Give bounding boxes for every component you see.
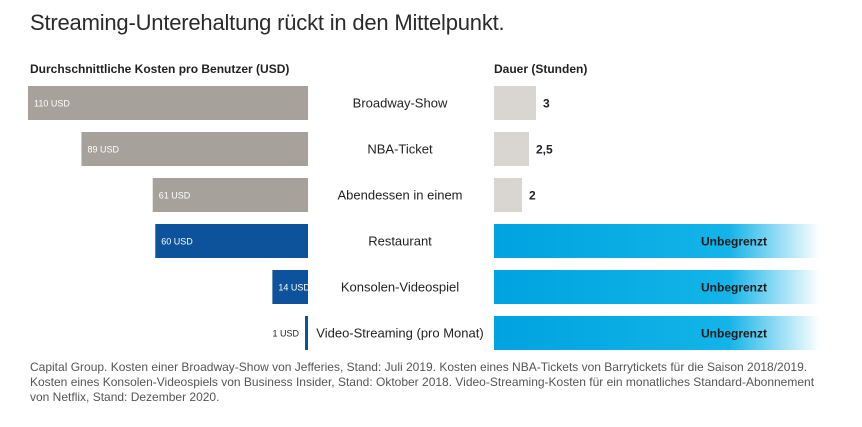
chart-title: Streaming-Unterehaltung rückt in den Mit…: [30, 10, 505, 35]
duration-bar-unlimited: [494, 224, 820, 258]
category-label: Abendessen in einem: [337, 188, 462, 203]
duration-bar-unlimited: [494, 270, 820, 304]
duration-value-label: 2: [529, 189, 536, 203]
bar-chart: 110 USD Broadway-Show 3 89 USD NBA-Ticket 2,5…: [28, 86, 820, 350]
cost-bar: [152, 178, 308, 212]
duration-bar: [494, 178, 522, 212]
duration-value-label: Unbegrenzt: [701, 281, 767, 295]
cost-column-header: Durchschnittliche Kosten pro Benutzer (U…: [30, 62, 290, 76]
duration-bar: [494, 86, 536, 120]
duration-value-label: 2,5: [536, 143, 553, 157]
cost-bar: [81, 132, 308, 166]
cost-value-label: 110 USD: [34, 99, 70, 109]
category-label: Restaurant: [368, 234, 432, 249]
category-label: Video-Streaming (pro Monat): [316, 326, 483, 341]
category-label: Konsolen-Videospiel: [341, 280, 459, 295]
category-label: NBA-Ticket: [367, 142, 433, 157]
cost-bar: [155, 224, 308, 258]
duration-value-label: Unbegrenzt: [701, 327, 767, 341]
category-label: Broadway-Show: [353, 96, 448, 111]
duration-value-label: 3: [543, 97, 550, 111]
source-note: Capital Group. Kosten einer Broadway-Sho…: [30, 360, 815, 404]
cost-value-label: 61 USD: [159, 191, 191, 201]
cost-value-label: 89 USD: [87, 145, 119, 155]
duration-column-header: Dauer (Stunden): [494, 62, 588, 76]
duration-value-label: Unbegrenzt: [701, 235, 767, 249]
cost-value-label: 60 USD: [161, 237, 193, 247]
cost-bar: [305, 316, 308, 350]
cost-bar: [28, 86, 308, 120]
duration-bar-unlimited: [494, 316, 820, 350]
duration-bar: [494, 132, 529, 166]
cost-value-label: 1 USD: [272, 329, 299, 339]
cost-bar: [272, 270, 308, 304]
cost-value-label: 14 USD: [278, 283, 310, 293]
